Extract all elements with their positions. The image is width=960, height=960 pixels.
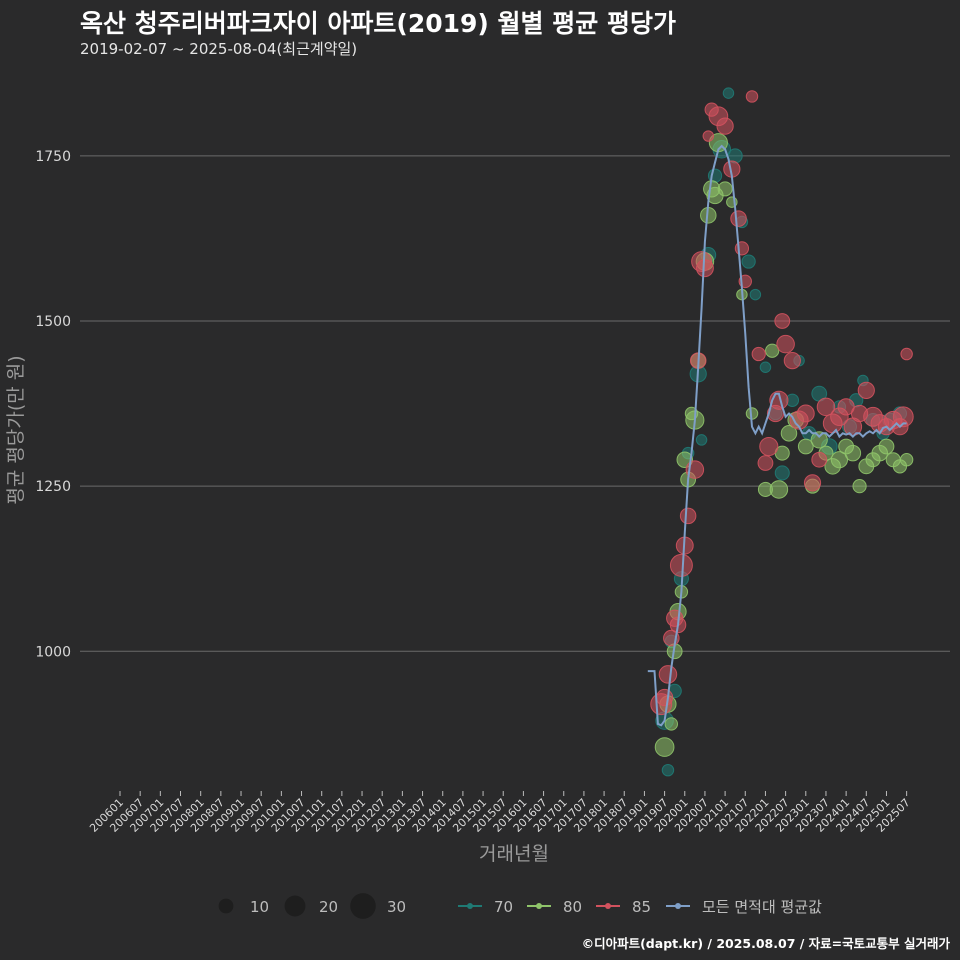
data-point-80 xyxy=(654,737,675,757)
data-point-85 xyxy=(669,553,693,577)
data-point-85 xyxy=(783,352,801,370)
y-tick-label: 1750 xyxy=(35,149,71,165)
x-axis: 2006012006072007012007072008012008072009… xyxy=(87,791,913,835)
x-axis-title: 거래년월 xyxy=(479,843,549,865)
source-caption: ©디아파트(dapt.kr) / 2025.08.07 / 자료=국토교통부 실… xyxy=(581,936,950,951)
data-point-80 xyxy=(765,343,780,358)
data-point-80 xyxy=(844,444,862,462)
legend-key-label: 70 xyxy=(494,898,513,916)
legend-key-label: 80 xyxy=(563,898,582,916)
size-legend-circle xyxy=(284,895,306,917)
data-point-70 xyxy=(741,254,756,269)
data-point-85 xyxy=(759,436,779,457)
data-point-85 xyxy=(892,406,914,428)
data-point-85 xyxy=(776,334,795,354)
data-point-80 xyxy=(899,453,914,467)
data-point-85 xyxy=(658,665,678,684)
legend-key-label: 모든 면적대 평균값 xyxy=(702,898,822,916)
data-point-70 xyxy=(774,465,790,481)
y-axis-title: 평균 평당가(만 원) xyxy=(5,355,27,504)
legend: 10 20 30 70 80 85 모든 면적대 평균값 xyxy=(218,893,822,919)
data-point-85 xyxy=(757,455,774,471)
y-tick-label: 1250 xyxy=(35,479,71,495)
data-point-85 xyxy=(745,90,759,103)
data-point-80 xyxy=(664,717,679,731)
data-point-85 xyxy=(816,397,836,417)
y-tick-label: 1000 xyxy=(35,644,71,660)
size-legend-circle xyxy=(218,898,234,914)
size-legend-label: 30 xyxy=(387,898,406,916)
data-point-70 xyxy=(759,361,772,373)
legend-key-dot xyxy=(675,903,681,909)
data-point-85 xyxy=(702,130,715,142)
data-point-85 xyxy=(857,381,875,399)
data-point-80 xyxy=(797,438,814,455)
average-line xyxy=(647,144,907,727)
data-point-80 xyxy=(878,438,895,455)
data-point-85 xyxy=(716,117,734,135)
data-point-85 xyxy=(655,688,674,707)
size-legend-label: 20 xyxy=(319,898,338,916)
legend-key-dot xyxy=(467,903,473,909)
data-point-85 xyxy=(900,347,913,361)
data-point-70 xyxy=(722,87,735,99)
data-point-80 xyxy=(717,181,733,197)
data-point-80 xyxy=(769,480,789,499)
data-point-70 xyxy=(749,288,762,301)
legend-key-dot xyxy=(536,903,542,909)
chart-subtitle: 2019-02-07 ~ 2025-08-04(최근계약일) xyxy=(80,40,358,58)
data-point-80 xyxy=(852,479,867,494)
data-point-80 xyxy=(830,451,849,469)
data-point-85 xyxy=(796,404,815,423)
data-point-85 xyxy=(751,346,766,362)
legend-key-label: 85 xyxy=(632,898,651,916)
data-point-85 xyxy=(730,210,747,227)
data-point-85 xyxy=(695,259,714,278)
y-axis: 1000 1250 1500 1750 xyxy=(35,149,71,660)
data-point-80 xyxy=(810,431,828,449)
data-point-85 xyxy=(803,474,822,492)
size-legend-label: 10 xyxy=(250,898,269,916)
data-point-80 xyxy=(780,425,798,442)
average-price-line xyxy=(647,144,907,727)
y-tick-label: 1500 xyxy=(35,314,71,330)
data-point-85 xyxy=(774,313,791,329)
data-point-70 xyxy=(661,763,675,777)
data-point-85 xyxy=(679,507,697,525)
legend-key-dot xyxy=(605,903,611,909)
data-point-85 xyxy=(811,451,828,468)
chart-title: 옥산 청주리버파크자이 아파트(2019) 월별 평균 평당가 xyxy=(80,9,676,38)
data-point-70 xyxy=(695,434,708,446)
size-legend-circle xyxy=(350,893,376,919)
